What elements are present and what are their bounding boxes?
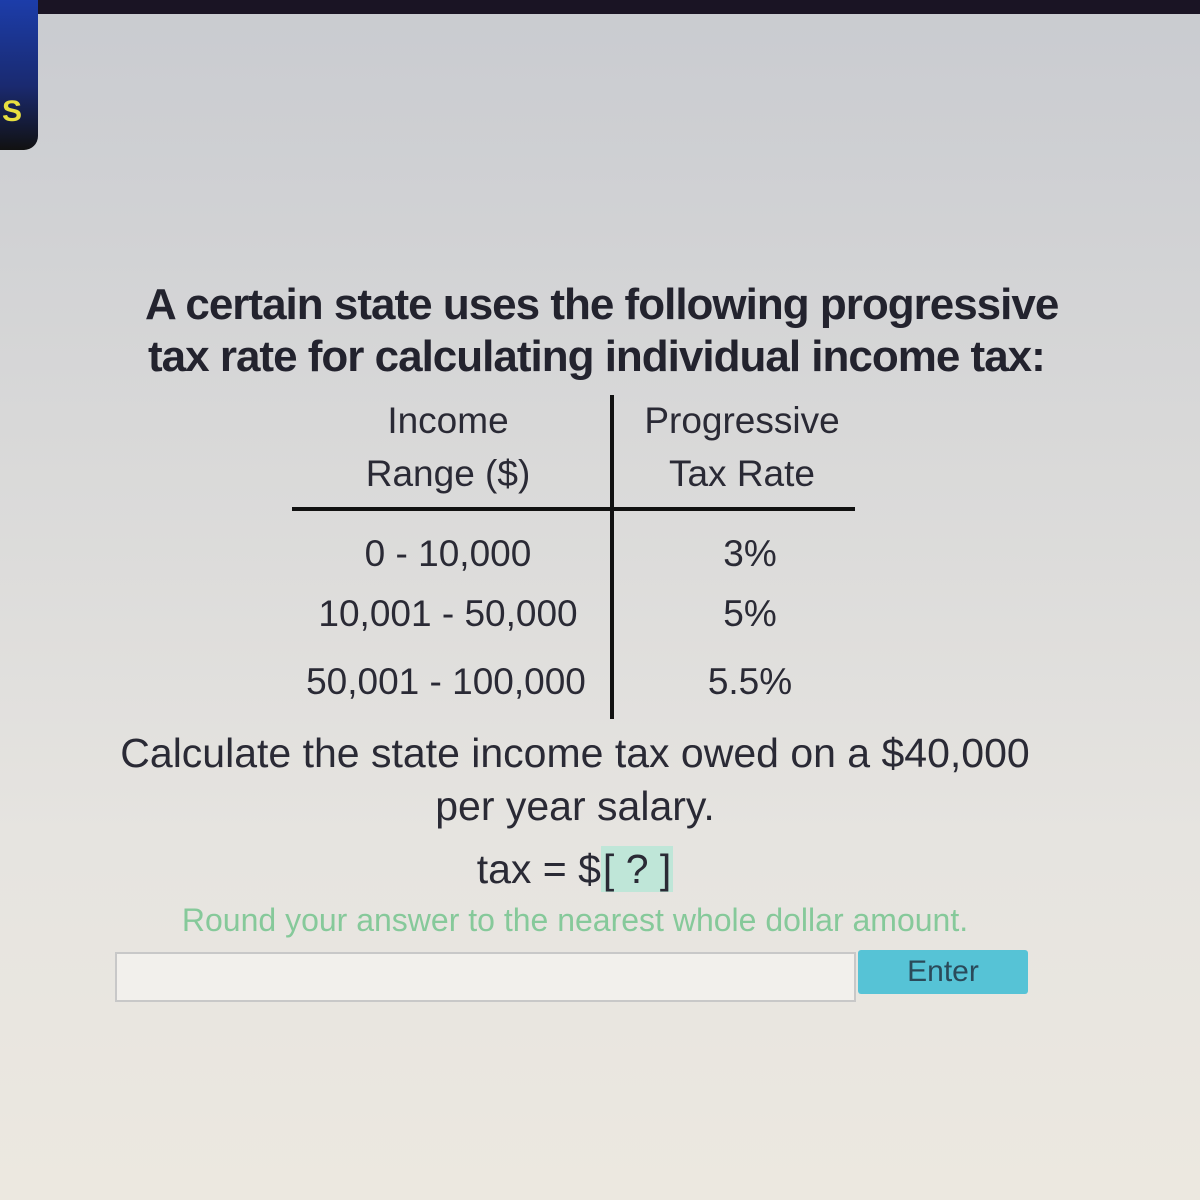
tax-equation: tax = $[ ? ] <box>0 846 1175 893</box>
prompt-line2: per year salary. <box>435 783 715 829</box>
question-intro-line2: tax rate for calculating individual inco… <box>148 332 1046 381</box>
row-range: 0 - 10,000 <box>364 533 532 574</box>
header-income-line1: Income <box>387 400 509 441</box>
header-income-line2: Range ($) <box>365 453 531 494</box>
row-range: 50,001 - 100,000 <box>306 661 586 702</box>
answer-input[interactable] <box>115 952 856 1002</box>
top-bar <box>0 0 1200 14</box>
row-range: 10,001 - 50,000 <box>318 593 578 634</box>
row-rate: 5.5% <box>707 661 793 702</box>
question-intro-line1: A certain state uses the following progr… <box>145 280 1059 329</box>
row-rate: 3% <box>723 533 777 574</box>
header-rate-line2: Tax Rate <box>668 453 815 494</box>
table-divider-horizontal <box>292 507 855 511</box>
prompt-line1: Calculate the state income tax owed on a… <box>120 730 1030 776</box>
badge-letter: S <box>1 95 22 128</box>
rounding-hint: Round your answer to the nearest whole d… <box>181 902 969 938</box>
row-rate: 5% <box>723 593 777 634</box>
header-rate-line1: Progressive <box>644 400 840 441</box>
table-divider-vertical <box>610 395 614 719</box>
app-logo-badge: S <box>0 0 38 150</box>
equation-prefix: tax = $ <box>476 846 601 892</box>
answer-placeholder: [ ? ] <box>600 846 674 892</box>
enter-button[interactable]: Enter <box>858 950 1028 994</box>
